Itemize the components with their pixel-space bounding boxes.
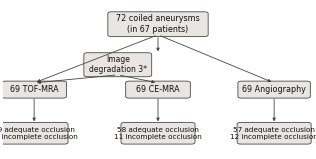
FancyBboxPatch shape xyxy=(126,81,190,98)
FancyBboxPatch shape xyxy=(2,81,66,98)
Text: 72 coiled aneurysms
(in 67 patients): 72 coiled aneurysms (in 67 patients) xyxy=(116,14,200,34)
Text: Image
degradation 3*: Image degradation 3* xyxy=(89,55,147,74)
Text: 58 adequate occlusion
11 incomplete occlusion: 58 adequate occlusion 11 incomplete occl… xyxy=(114,127,202,140)
Text: 59 adequate occlusion
10 incomplete occlusion: 59 adequate occlusion 10 incomplete occl… xyxy=(0,127,78,140)
FancyBboxPatch shape xyxy=(238,81,310,98)
FancyBboxPatch shape xyxy=(121,122,195,144)
Text: 57 adequate occlusion
12 incomplete occlusion: 57 adequate occlusion 12 incomplete occl… xyxy=(230,127,316,140)
Text: 69 Angiography: 69 Angiography xyxy=(242,85,306,94)
FancyBboxPatch shape xyxy=(237,122,311,144)
Text: 69 CE-MRA: 69 CE-MRA xyxy=(136,85,180,94)
FancyBboxPatch shape xyxy=(84,53,152,77)
Text: 69 TOF-MRA: 69 TOF-MRA xyxy=(10,85,58,94)
FancyBboxPatch shape xyxy=(108,12,208,37)
FancyBboxPatch shape xyxy=(0,122,68,144)
